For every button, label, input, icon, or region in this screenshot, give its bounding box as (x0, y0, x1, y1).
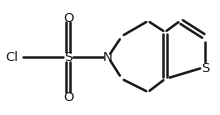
Text: S: S (64, 51, 72, 64)
Text: O: O (63, 11, 73, 24)
Text: Cl: Cl (5, 51, 18, 64)
Text: O: O (63, 91, 73, 104)
Text: N: N (103, 51, 113, 64)
Text: S: S (201, 61, 209, 74)
